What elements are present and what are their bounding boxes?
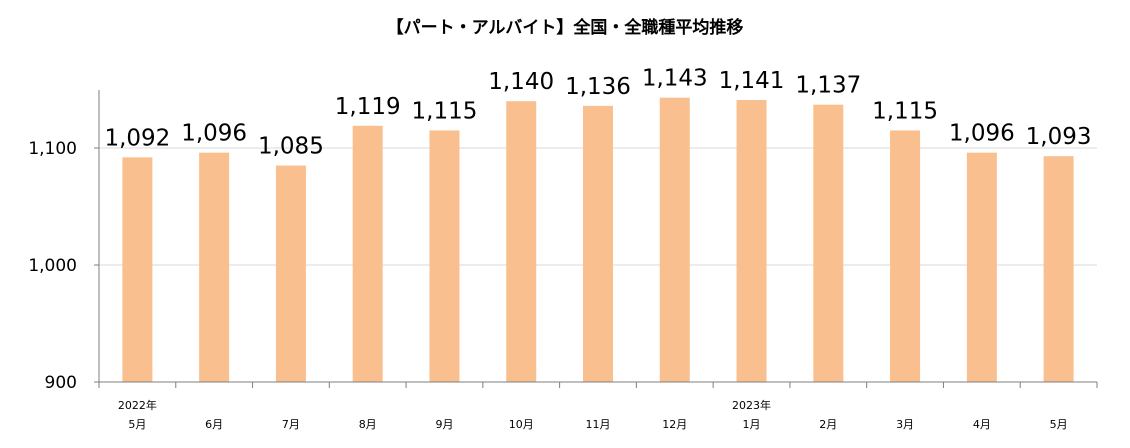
- bar: [890, 130, 921, 382]
- y-tick-label: 1,100: [28, 139, 77, 159]
- data-label: 1,096: [181, 121, 247, 147]
- data-labels: 1,092 1,096 1,085 1,119 1,115 1,140 1,136 1,143…: [104, 66, 1091, 160]
- bar: [122, 157, 153, 382]
- x-tick-year-label: 2023年: [732, 398, 771, 412]
- x-tick-label: 8月: [359, 418, 377, 431]
- axes: [94, 90, 1098, 388]
- x-tick-label: 9月: [435, 418, 453, 431]
- y-tick-label: 900: [45, 373, 77, 393]
- y-axis-ticks: 900 1,000 1,100: [28, 139, 77, 393]
- x-tick-label: 4月: [973, 418, 991, 431]
- data-label: 1,140: [488, 69, 554, 95]
- x-tick-label: 10月: [509, 418, 534, 431]
- data-label: 1,136: [565, 74, 631, 100]
- y-tick-label: 1,000: [28, 256, 77, 276]
- data-label: 1,115: [412, 98, 478, 124]
- bar: [275, 165, 306, 382]
- data-label: 1,092: [104, 125, 170, 151]
- bar: [736, 100, 767, 382]
- bar: [659, 97, 690, 382]
- data-label: 1,141: [719, 68, 785, 94]
- bar: [583, 105, 613, 382]
- x-tick-label: 2月: [819, 418, 837, 431]
- x-tick-label: 5月: [1050, 418, 1068, 431]
- bar: [1043, 156, 1074, 382]
- data-label: 1,115: [872, 98, 938, 124]
- bar: [966, 152, 997, 382]
- x-tick-label: 1月: [743, 418, 761, 431]
- x-tick-label: 12月: [662, 418, 687, 431]
- data-label: 1,093: [1026, 124, 1092, 150]
- x-tick-label: 11月: [586, 418, 611, 431]
- x-axis-ticks: 2022年 5月 6月 7月 8月 9月 10月 11月 12月 2023年 1月 2月 3月 4月 5月: [118, 398, 1068, 431]
- x-tick-label: 5月: [128, 418, 146, 431]
- bar: [506, 101, 537, 382]
- bars: [122, 97, 1074, 383]
- x-tick-label: 3月: [896, 418, 914, 431]
- data-label: 1,085: [258, 134, 324, 160]
- data-label: 1,119: [335, 94, 401, 120]
- data-label: 1,096: [949, 121, 1015, 147]
- bar: [429, 130, 460, 382]
- chart-title: 【パート・アルバイト】全国・全職種平均推移: [387, 17, 744, 38]
- data-label: 1,143: [642, 66, 708, 92]
- bar: [199, 152, 230, 382]
- bar: [352, 125, 383, 383]
- x-tick-label: 7月: [282, 418, 300, 431]
- data-label: 1,137: [795, 73, 861, 99]
- x-tick-label: 6月: [205, 418, 223, 431]
- bar: [813, 104, 844, 383]
- x-tick-year-label: 2022年: [118, 398, 157, 412]
